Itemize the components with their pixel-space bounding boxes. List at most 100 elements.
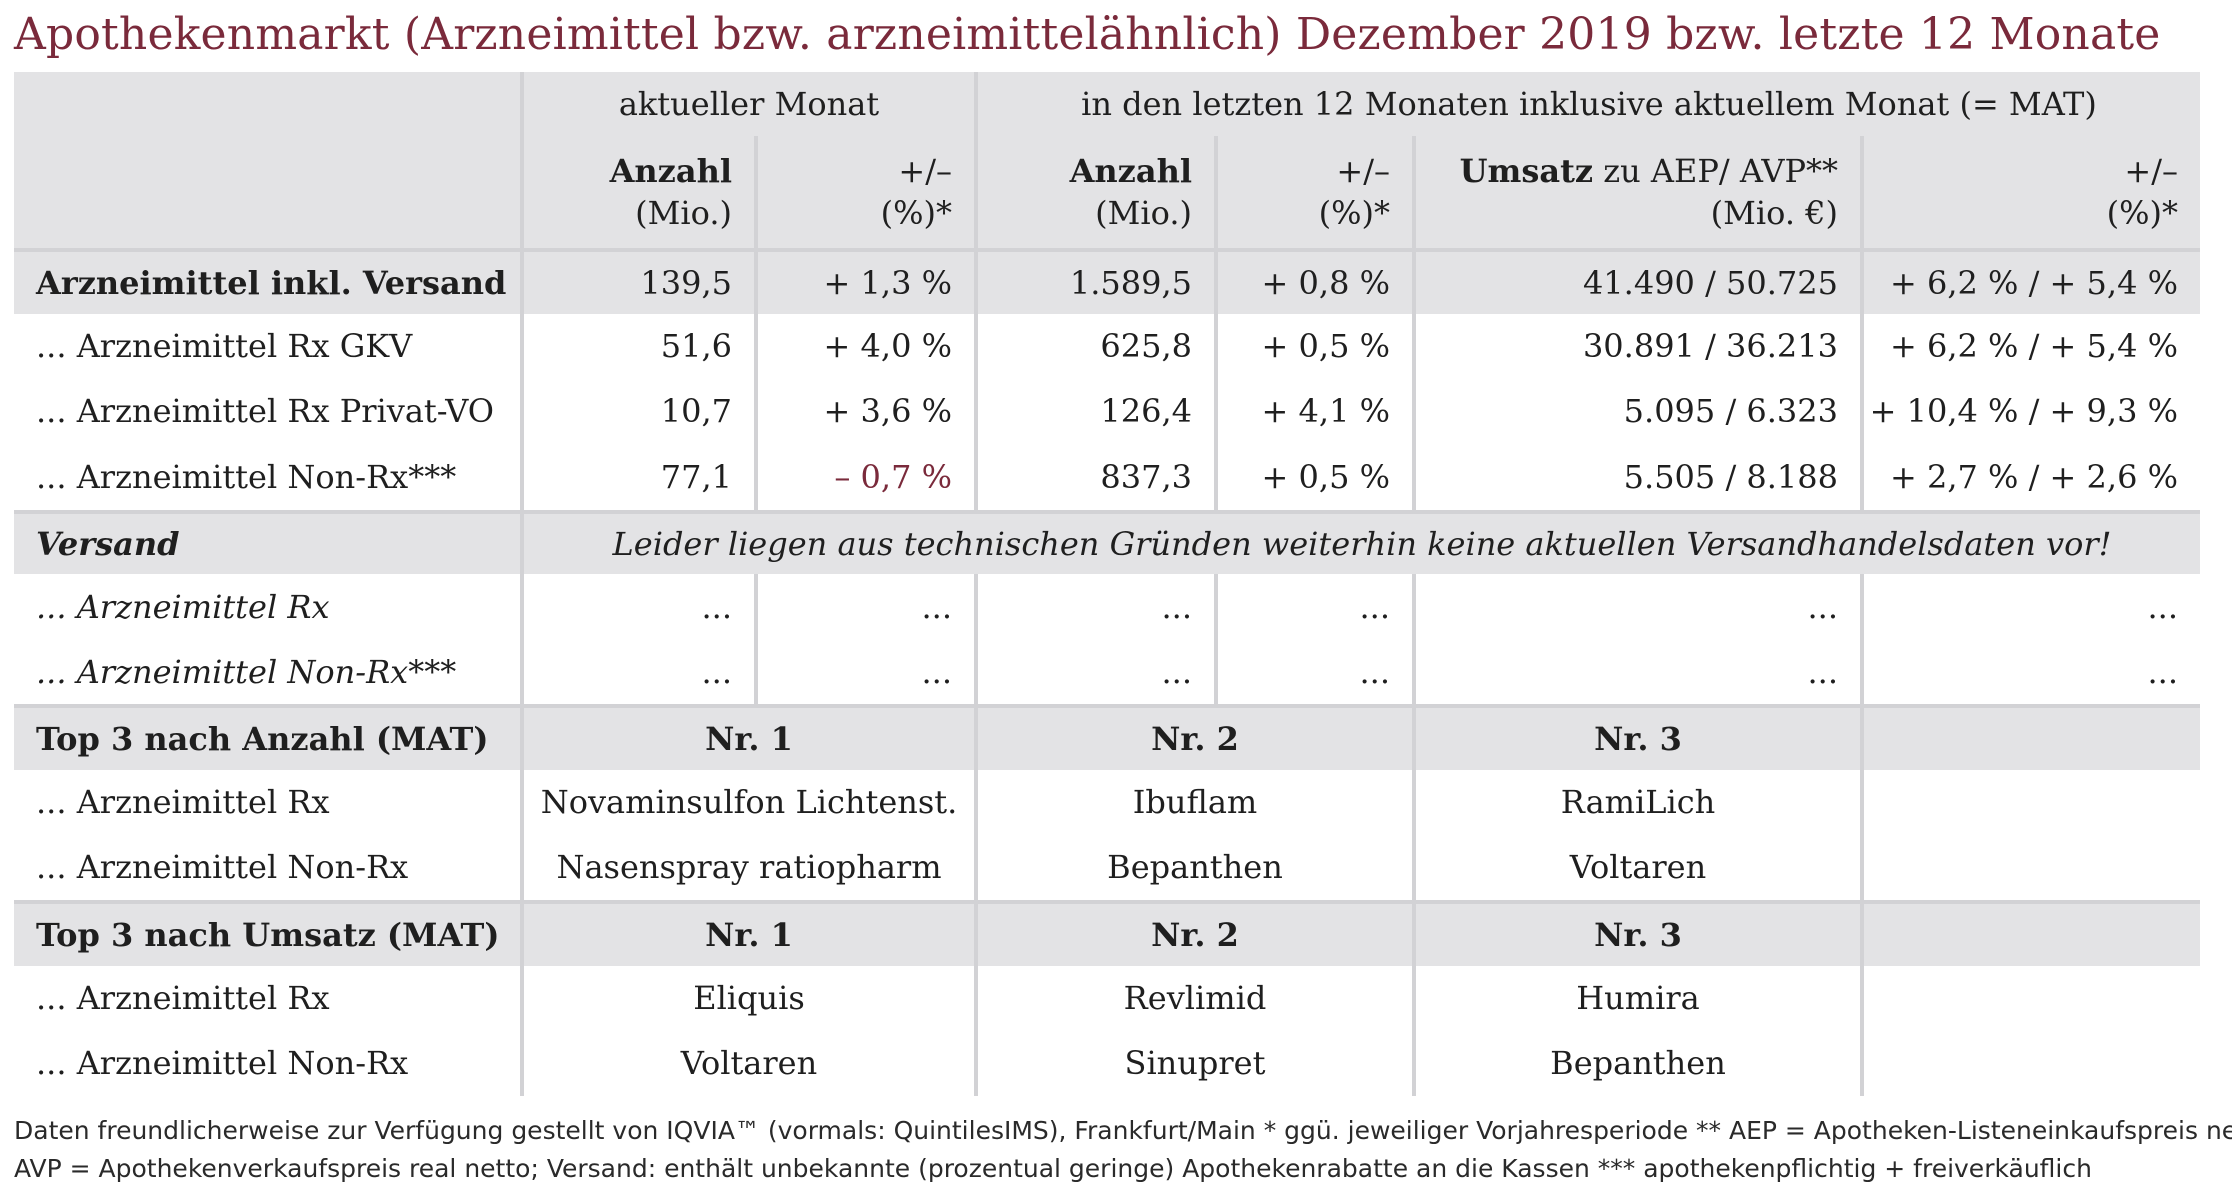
header-anzahl-label: Anzahl (609, 152, 732, 190)
cell-placeholder: ... (1214, 574, 1412, 640)
header-anzahl-mat: Anzahl (Mio.) (974, 136, 1214, 248)
cell-placeholder: ... (754, 574, 974, 640)
row-label: ... Arzneimittel Rx Privat-VO (14, 378, 520, 444)
cell-change-umsatz: + 6,2 % / + 5,4 % (1860, 248, 2200, 314)
header-mat: in den letzten 12 Monaten inklusive aktu… (974, 72, 2200, 136)
top-anzahl-empty (1860, 704, 2200, 770)
header-current-month: aktueller Monat (520, 72, 974, 136)
top-umsatz-nr3: Nr. 3 (1412, 900, 1860, 966)
cell-change-month: + 3,6 % (754, 378, 974, 444)
header-umsatz-line: Umsatz zu AEP/ AVP** (1460, 150, 1838, 192)
footnote-line-1: Daten freundlicherweise zur Verfügung ge… (14, 1116, 2232, 1145)
header-pct-label: (%)* (2106, 194, 2178, 232)
cell-change-month: + 1,3 % (754, 248, 974, 314)
cell-change-mat: + 0,8 % (1214, 248, 1412, 314)
cell-change-mat: + 0,5 % (1214, 314, 1412, 378)
product-cell: Humira (1412, 966, 1860, 1030)
row-label: ... Arzneimittel Rx (14, 770, 520, 834)
product-cell: Sinupret (974, 1030, 1412, 1096)
header-umsatz-rest: zu AEP/ AVP** (1593, 152, 1838, 190)
top-umsatz-label: Top 3 nach Umsatz (MAT) (14, 900, 520, 966)
top-anzahl-nr1: Nr. 1 (520, 704, 974, 770)
product-cell: Novaminsulfon Lichtenst. (520, 770, 974, 834)
empty-cell (1860, 770, 2200, 834)
row-label: ... Arzneimittel Non-Rx*** (14, 444, 520, 510)
header-pct-label: (%)* (1318, 194, 1390, 232)
header-corner (14, 72, 520, 248)
empty-cell (1860, 1030, 2200, 1096)
cell-change-month-negative: – 0,7 % (754, 444, 974, 510)
top-umsatz-empty (1860, 900, 2200, 966)
header-mio-label: (Mio.) (1095, 194, 1192, 232)
versand-label: Versand (14, 510, 520, 574)
product-cell: Bepanthen (1412, 1030, 1860, 1096)
cell-umsatz: 5.505 / 8.188 (1412, 444, 1860, 510)
header-anzahl-month: Anzahl (Mio.) (520, 136, 754, 248)
header-change-mat: +/– (%)* (1214, 136, 1412, 248)
empty-cell (1860, 834, 2200, 900)
cell-placeholder: ... (1860, 574, 2200, 640)
cell-placeholder: ... (1214, 640, 1412, 704)
header-pct-label: (%)* (880, 194, 952, 232)
cell-change-month: + 4,0 % (754, 314, 974, 378)
product-cell: Revlimid (974, 966, 1412, 1030)
cell-umsatz: 30.891 / 36.213 (1412, 314, 1860, 378)
cell-anzahl-month: 51,6 (520, 314, 754, 378)
product-cell: Bepanthen (974, 834, 1412, 900)
top-umsatz-nr2: Nr. 2 (974, 900, 1412, 966)
cell-placeholder: ... (1412, 574, 1860, 640)
row-label: ... Arzneimittel Rx (14, 966, 520, 1030)
cell-anzahl-month: 10,7 (520, 378, 754, 444)
cell-umsatz: 41.490 / 50.725 (1412, 248, 1860, 314)
header-mio-label: (Mio.) (635, 194, 732, 232)
cell-change-mat: + 4,1 % (1214, 378, 1412, 444)
top-umsatz-nr1: Nr. 1 (520, 900, 974, 966)
cell-placeholder: ... (754, 640, 974, 704)
row-label: ... Arzneimittel Non-Rx (14, 1030, 520, 1096)
header-change-month: +/– (%)* (754, 136, 974, 248)
footnote-line-2: AVP = Apothekenverkaufspreis real netto;… (14, 1154, 2092, 1183)
row-label: Arzneimittel inkl. Versand (14, 248, 520, 314)
header-plusminus-label: +/– (1336, 152, 1390, 190)
header-umsatz-bold: Umsatz (1459, 152, 1594, 190)
product-cell: Voltaren (1412, 834, 1860, 900)
cell-change-umsatz: + 6,2 % / + 5,4 % (1860, 314, 2200, 378)
product-cell: Eliquis (520, 966, 974, 1030)
market-table: aktueller Monat in den letzten 12 Monate… (14, 72, 2218, 1160)
cell-placeholder: ... (1860, 640, 2200, 704)
header-umsatz: Umsatz zu AEP/ AVP** (Mio. €) (1412, 136, 1860, 248)
cell-placeholder: ... (1412, 640, 1860, 704)
cell-placeholder: ... (974, 640, 1214, 704)
product-cell: Voltaren (520, 1030, 974, 1096)
cell-change-umsatz: + 2,7 % / + 2,6 % (1860, 444, 2200, 510)
page-title: Apothekenmarkt (Arzneimittel bzw. arznei… (14, 9, 2161, 60)
header-change-umsatz: +/– (%)* (1860, 136, 2200, 248)
row-label: ... Arzneimittel Non-Rx*** (14, 640, 520, 704)
cell-anzahl-mat: 1.589,5 (974, 248, 1214, 314)
cell-anzahl-month: 77,1 (520, 444, 754, 510)
cell-anzahl-mat: 126,4 (974, 378, 1214, 444)
cell-change-mat: + 0,5 % (1214, 444, 1412, 510)
empty-cell (1860, 966, 2200, 1030)
header-plusminus-label: +/– (2124, 152, 2178, 190)
footnote: Daten freundlicherweise zur Verfügung ge… (14, 1112, 2232, 1188)
top-anzahl-label: Top 3 nach Anzahl (MAT) (14, 704, 520, 770)
cell-anzahl-month: 139,5 (520, 248, 754, 314)
cell-change-umsatz: + 10,4 % / + 9,3 % (1860, 378, 2200, 444)
cell-anzahl-mat: 837,3 (974, 444, 1214, 510)
versand-note: Leider liegen aus technischen Gründen we… (520, 510, 2200, 574)
row-label: ... Arzneimittel Rx GKV (14, 314, 520, 378)
header-anzahl-label: Anzahl (1069, 152, 1192, 190)
top-anzahl-nr3: Nr. 3 (1412, 704, 1860, 770)
row-label: ... Arzneimittel Non-Rx (14, 834, 520, 900)
row-label: ... Arzneimittel Rx (14, 574, 520, 640)
product-cell: Nasenspray ratiopharm (520, 834, 974, 900)
product-cell: Ibuflam (974, 770, 1412, 834)
header-plusminus-label: +/– (898, 152, 952, 190)
header-mio-eur-label: (Mio. €) (1710, 194, 1838, 232)
cell-anzahl-mat: 625,8 (974, 314, 1214, 378)
top-anzahl-nr2: Nr. 2 (974, 704, 1412, 770)
cell-placeholder: ... (520, 640, 754, 704)
cell-placeholder: ... (974, 574, 1214, 640)
product-cell: RamiLich (1412, 770, 1860, 834)
